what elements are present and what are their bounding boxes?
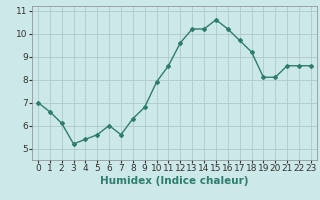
X-axis label: Humidex (Indice chaleur): Humidex (Indice chaleur) <box>100 176 249 186</box>
